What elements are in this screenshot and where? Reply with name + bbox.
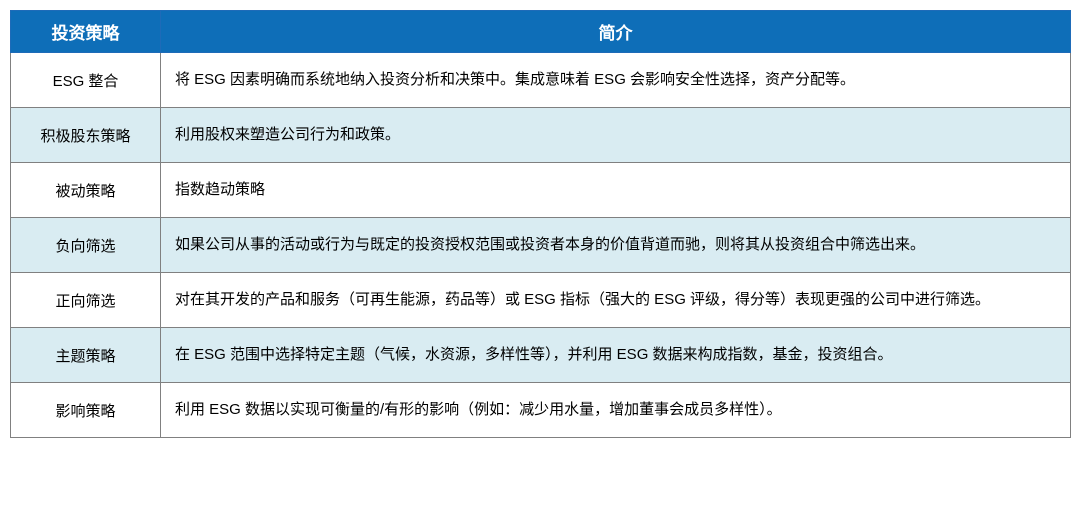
desc-cell: 如果公司从事的活动或行为与既定的投资授权范围或投资者本身的价值背道而驰，则将其从… [161,218,1071,273]
strategy-cell: ESG 整合 [11,53,161,108]
strategy-cell: 正向筛选 [11,273,161,328]
strategy-cell: 影响策略 [11,383,161,438]
col-header-strategy: 投资策略 [11,11,161,53]
desc-cell: 对在其开发的产品和服务（可再生能源，药品等）或 ESG 指标（强大的 ESG 评… [161,273,1071,328]
table-row: 影响策略利用 ESG 数据以实现可衡量的/有形的影响（例如：减少用水量，增加董事… [11,383,1071,438]
table-row: 正向筛选对在其开发的产品和服务（可再生能源，药品等）或 ESG 指标（强大的 E… [11,273,1071,328]
esg-strategy-table: 投资策略 简介 ESG 整合将 ESG 因素明确而系统地纳入投资分析和决策中。集… [10,10,1071,438]
strategy-cell: 被动策略 [11,163,161,218]
col-header-desc: 简介 [161,11,1071,53]
desc-cell: 在 ESG 范围中选择特定主题（气候，水资源，多样性等），并利用 ESG 数据来… [161,328,1071,383]
table-row: 被动策略指数趋动策略 [11,163,1071,218]
table-row: 负向筛选如果公司从事的活动或行为与既定的投资授权范围或投资者本身的价值背道而驰，… [11,218,1071,273]
desc-cell: 将 ESG 因素明确而系统地纳入投资分析和决策中。集成意味着 ESG 会影响安全… [161,53,1071,108]
strategy-cell: 负向筛选 [11,218,161,273]
table-row: 主题策略在 ESG 范围中选择特定主题（气候，水资源，多样性等），并利用 ESG… [11,328,1071,383]
table-header-row: 投资策略 简介 [11,11,1071,53]
table-row: ESG 整合将 ESG 因素明确而系统地纳入投资分析和决策中。集成意味着 ESG… [11,53,1071,108]
table-row: 积极股东策略利用股权来塑造公司行为和政策。 [11,108,1071,163]
desc-cell: 利用 ESG 数据以实现可衡量的/有形的影响（例如：减少用水量，增加董事会成员多… [161,383,1071,438]
strategy-cell: 主题策略 [11,328,161,383]
desc-cell: 指数趋动策略 [161,163,1071,218]
strategy-cell: 积极股东策略 [11,108,161,163]
desc-cell: 利用股权来塑造公司行为和政策。 [161,108,1071,163]
